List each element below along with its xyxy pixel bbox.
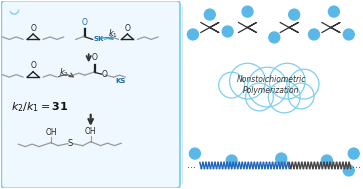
FancyBboxPatch shape [1,1,180,188]
Text: $k_1$: $k_1$ [107,27,118,40]
Text: $k_2$: $k_2$ [59,67,69,79]
Circle shape [187,29,198,40]
Circle shape [322,155,333,166]
Circle shape [268,81,300,113]
Circle shape [222,26,233,37]
FancyArrowPatch shape [100,36,113,39]
Text: O: O [30,24,36,33]
Text: SK: SK [94,36,104,42]
Circle shape [289,9,299,20]
Text: Nonstoichiometric
Polymerization: Nonstoichiometric Polymerization [237,75,306,95]
Text: O: O [30,61,36,70]
Text: ...: ... [352,160,361,170]
FancyArrowPatch shape [58,73,73,77]
Text: O: O [125,24,130,33]
Circle shape [248,67,287,107]
Circle shape [245,83,273,111]
Circle shape [348,148,359,159]
Text: $\mathit{k}_2/\mathit{k}_1 = \mathbf{31}$: $\mathit{k}_2/\mathit{k}_1 = \mathbf{31}… [11,100,69,114]
Text: O: O [91,53,97,62]
Circle shape [189,148,200,159]
Circle shape [230,63,265,99]
Circle shape [329,6,339,17]
Circle shape [289,69,319,99]
Circle shape [242,6,253,17]
Circle shape [343,29,354,40]
Circle shape [269,32,280,43]
Circle shape [269,63,305,99]
Circle shape [343,165,354,176]
Circle shape [219,72,245,98]
Text: ...: ... [187,160,196,170]
Circle shape [288,83,314,109]
Text: OH: OH [85,127,97,136]
Text: O: O [102,70,108,79]
Text: KS: KS [115,78,126,84]
Circle shape [204,9,215,20]
Text: O: O [81,18,87,26]
Circle shape [226,155,237,166]
Circle shape [309,29,319,40]
Text: OH: OH [45,128,57,137]
Text: S: S [67,139,73,148]
Circle shape [276,153,287,164]
